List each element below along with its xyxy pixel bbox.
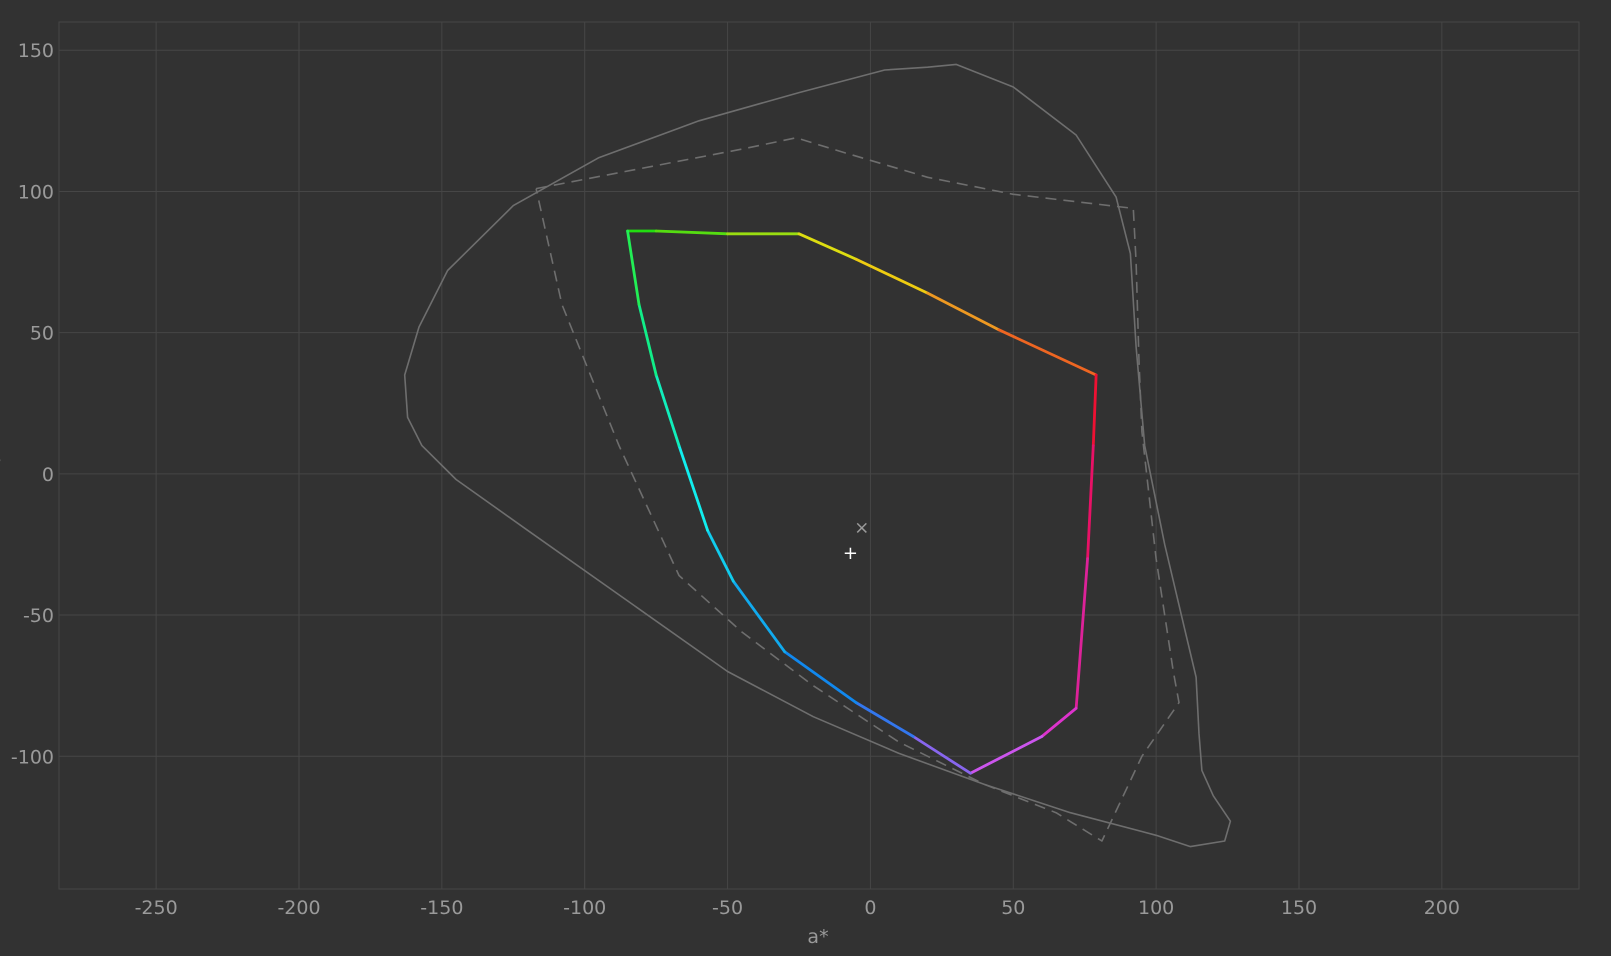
x-tick-label: 0	[864, 897, 876, 919]
plot-frame	[58, 21, 1580, 890]
reference-white-marker: ×	[854, 518, 869, 539]
gamut-outline	[626, 229, 1098, 775]
gamut-segment	[911, 735, 972, 775]
x-tick-label: -50	[712, 897, 743, 919]
x-tick-label: 100	[1138, 897, 1174, 919]
x-tick-label: -150	[420, 897, 463, 919]
gamut-segment	[1091, 373, 1098, 448]
tick-labels: -250 -200 -150 -100 -50 0 50 100 150 200 -100 -50 0 5…	[11, 40, 1460, 919]
gamut-segment	[654, 373, 681, 448]
y-tick-label: 50	[30, 323, 54, 345]
gamut-segment	[997, 328, 1098, 377]
grid-lines	[59, 22, 1579, 889]
reference-curves	[403, 63, 1232, 848]
x-axis-label: a*	[807, 926, 828, 948]
gamut-segment	[969, 735, 1044, 775]
x-tick-label: 150	[1281, 897, 1317, 919]
gamut-segment	[926, 291, 1001, 332]
gamut-segment	[706, 528, 735, 583]
markers: ×+	[843, 518, 870, 564]
y-tick-label: 0	[42, 464, 54, 486]
gamut-segment	[797, 232, 858, 261]
y-tick-label: -50	[23, 605, 54, 627]
x-tick-label: 50	[1001, 897, 1025, 919]
gamut-segment	[731, 579, 787, 654]
x-tick-label: 200	[1424, 897, 1460, 919]
gamut-segment	[854, 257, 929, 295]
x-tick-label: -100	[563, 897, 606, 919]
gamut-segment	[654, 229, 729, 236]
x-tick-label: -200	[277, 897, 320, 919]
gamut-segment	[783, 650, 858, 705]
y-axis-label: b*	[0, 445, 5, 467]
reference-gamut-solid	[403, 63, 1232, 848]
reference-gamut-dashed	[535, 137, 1180, 842]
gamut-segment	[1040, 706, 1078, 738]
y-tick-label: 150	[18, 40, 54, 62]
gamut-segment	[677, 444, 709, 532]
gamut-segment	[854, 701, 915, 738]
y-tick-label: -100	[11, 746, 54, 768]
gamut-segment	[637, 303, 658, 377]
white-point-marker: +	[843, 543, 858, 564]
gamut-segment	[626, 229, 641, 306]
gamut-segment	[1074, 557, 1089, 710]
y-tick-label: 100	[18, 181, 54, 203]
x-tick-label: -250	[135, 897, 178, 919]
gamut-segment	[1086, 444, 1095, 560]
